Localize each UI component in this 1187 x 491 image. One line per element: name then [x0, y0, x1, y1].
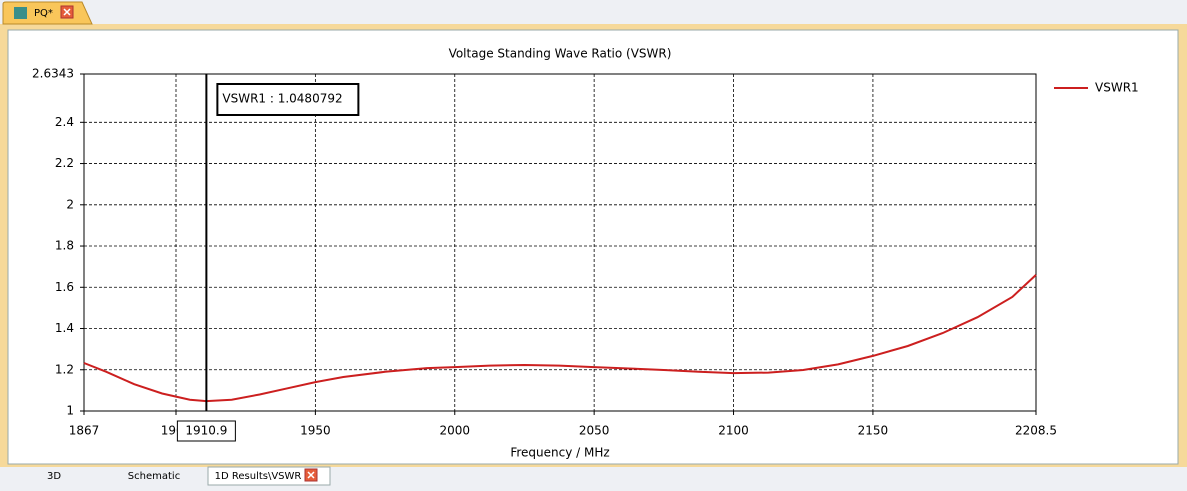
active-bottom-tab[interactable] — [207, 466, 331, 486]
x-tick-label: 2150 — [858, 424, 889, 438]
marker-label: VSWR1 : 1.0480792 — [222, 92, 342, 106]
y-tick-label: 2.2 — [55, 156, 74, 170]
plot-border — [83, 73, 1037, 412]
marker-box — [216, 83, 360, 116]
x-tick-label: 2000 — [439, 424, 470, 438]
x-tick-label: 2100 — [718, 424, 749, 438]
x-axis-label: Frequency / MHz — [510, 446, 609, 460]
y-tick-label: 2.6343 — [32, 67, 74, 81]
close-icon — [63, 8, 71, 16]
x-tick-label: 2208.5 — [1015, 424, 1057, 438]
x-tick-label: 1867 — [69, 424, 100, 438]
close-icon — [307, 471, 315, 479]
y-tick-label: 1.8 — [55, 239, 74, 253]
y-tick-label: 1.6 — [55, 280, 74, 294]
chart-title: Voltage Standing Wave Ratio (VSWR) — [449, 47, 672, 61]
y-tick-label: 2.4 — [55, 115, 74, 129]
bottom-tab[interactable]: 1D Results\VSWR — [215, 471, 302, 482]
x-tick-label: 1950 — [300, 424, 331, 438]
bottom-tab[interactable]: 3D — [47, 471, 61, 482]
marker-x-label: 1910.9 — [185, 424, 227, 438]
legend-label: VSWR1 — [1095, 81, 1139, 95]
marker-x-box — [176, 420, 236, 442]
tab-label[interactable]: PQ* — [34, 8, 53, 19]
y-tick-label: 1 — [66, 404, 74, 418]
y-tick-label: 2 — [66, 197, 74, 211]
y-tick-label: 1.2 — [55, 362, 74, 376]
bottom-tab-bar — [0, 467, 1187, 491]
bottom-tab[interactable]: Schematic — [128, 471, 180, 482]
plot-area — [84, 74, 1036, 411]
x-tick-label: 2050 — [579, 424, 610, 438]
tab-icon — [14, 7, 27, 19]
y-tick-label: 1.4 — [55, 321, 74, 335]
